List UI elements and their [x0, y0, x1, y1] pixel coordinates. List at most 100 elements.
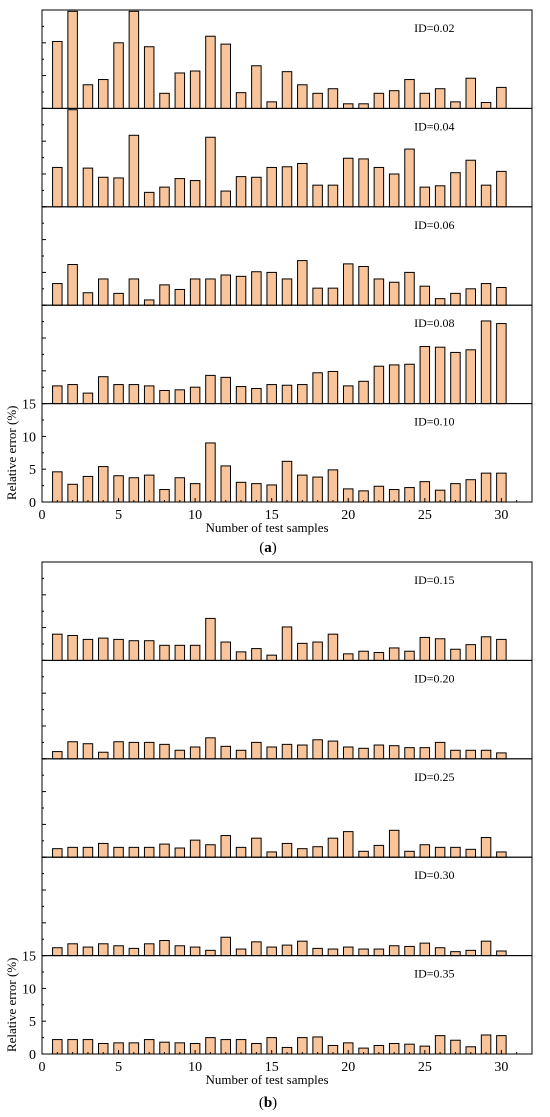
chart-b-bar-4-27: [450, 951, 461, 957]
chart-a-ytick-label-10: 10: [22, 430, 36, 445]
chart-a-bar-5-28: [465, 479, 476, 503]
chart-a-ytick-label-5: 5: [29, 463, 36, 478]
chart-a-bar-4-13: [235, 386, 247, 405]
chart-b-bar-2-20: [343, 746, 354, 760]
chart-b-bar-2-14: [251, 741, 262, 760]
chart-a-bar-2-18: [312, 184, 323, 208]
chart-b-bar-4-28: [465, 949, 476, 957]
chart-b-bar-4-21: [358, 948, 369, 957]
chart-b-bar-5-17: [297, 1037, 308, 1055]
chart-b-bar-1-19: [327, 633, 339, 661]
chart-b-bar-3-19: [327, 837, 339, 858]
chart-a-bar-4-16: [281, 384, 293, 405]
chart-a-bar-2-23: [388, 173, 400, 208]
chart-a-bar-4-5: [113, 384, 124, 405]
chart-a-bar-4-18: [312, 372, 323, 405]
chart-b-bar-4-5: [113, 945, 124, 957]
chart-a-bar-4-23: [388, 364, 400, 405]
chart-b-bar-3-7: [143, 846, 155, 858]
chart-b-xtick-label-0: 0: [39, 1060, 46, 1075]
chart-b-bar-1-16: [281, 626, 293, 661]
chart-a-bar-1-12: [220, 43, 231, 109]
chart-b-bar-2-5: [113, 741, 124, 760]
chart-b-bar-3-16: [281, 842, 293, 858]
chart-b-bar-3-6: [128, 846, 140, 858]
chart-b-bar-3-23: [388, 829, 400, 858]
chart-a-bar-4-6: [128, 384, 140, 405]
chart-b-bar-4-12: [220, 936, 231, 957]
chart-a-bar-2-2: [67, 109, 78, 208]
chart-a-bar-4-4: [98, 376, 109, 405]
chart-a-bar-2-9: [174, 178, 186, 208]
chart-b-bar-1-7: [143, 640, 155, 661]
chart-b-strip-5-frame: [41, 955, 533, 1055]
chart-a-xtick-label-30: 30: [494, 508, 508, 523]
chart-a-bar-3-30: [496, 286, 507, 306]
panel-a-caption: (a): [259, 540, 277, 556]
chart-a-bar-1-18: [312, 92, 323, 109]
chart-b-bar-4-3: [82, 946, 94, 957]
chart-a-bar-1-7: [143, 46, 155, 109]
chart-b-bar-4-9: [174, 945, 186, 957]
chart-a-bar-1-8: [159, 92, 170, 109]
chart-b-bar-3-17: [297, 848, 308, 858]
chart-b-bar-2-19: [327, 740, 339, 760]
chart-b-bar-4-29: [480, 940, 492, 957]
chart-a-bar-4-3: [82, 392, 94, 405]
chart-b-ytick-label-10: 10: [22, 982, 36, 997]
chart-b-bar-3-3: [82, 846, 94, 858]
chart-b-bar-4-14: [251, 941, 262, 957]
chart-b-bar-4-7: [143, 943, 155, 957]
chart-a-bar-1-30: [496, 86, 507, 109]
chart-a-bar-3-21: [358, 265, 369, 306]
chart-a-bar-5-6: [128, 477, 140, 503]
chart-a-bar-3-20: [343, 263, 354, 306]
chart-a-bar-2-4: [98, 176, 109, 208]
chart-b-bar-1-24: [404, 650, 415, 661]
chart-a-bar-1-11: [205, 35, 216, 109]
chart-b-xtick-label-15: 15: [265, 1060, 279, 1075]
chart-a-bar-2-27: [450, 172, 461, 208]
chart-b-bar-2-6: [128, 741, 140, 760]
chart-a-bar-5-29: [480, 472, 492, 503]
chart-a-bar-1-21: [358, 103, 369, 109]
chart-a-bar-1-10: [189, 70, 201, 109]
chart-a-xtick-label-25: 25: [418, 508, 432, 523]
chart-a-bar-2-8: [159, 186, 170, 208]
chart-b-bar-2-30: [496, 752, 507, 760]
chart-b-bar-4-1: [52, 947, 63, 957]
chart-a-bar-4-1: [52, 385, 63, 405]
chart-a-bar-5-19: [327, 469, 339, 503]
chart-a-bar-2-25: [419, 186, 431, 208]
chart-b-bar-1-4: [98, 637, 109, 661]
chart-b-bar-2-9: [174, 749, 186, 760]
chart-a-bar-3-15: [266, 271, 277, 306]
chart-a-bar-3-23: [388, 281, 400, 306]
chart-a-bar-5-16: [281, 460, 293, 503]
chart-b-bar-3-11: [205, 844, 216, 858]
chart-b-bar-2-26: [434, 741, 446, 760]
chart-a-bar-1-3: [82, 84, 94, 109]
chart-a-bar-1-4: [98, 79, 109, 109]
chart-b-bar-3-2: [67, 846, 78, 858]
chart-a-bar-5-9: [174, 477, 186, 503]
chart-a-bar-5-30: [496, 472, 507, 503]
chart-b-bar-2-4: [98, 751, 109, 760]
chart-a-bar-1-29: [480, 101, 492, 109]
chart-b-bar-2-23: [388, 745, 400, 760]
chart-b-bar-5-3: [82, 1039, 94, 1055]
chart-b: ID=0.15 ID=0.20 ID=0.25 ID=0.30 ID=0.35 0 5 10 1…: [4, 561, 533, 1087]
chart-a-bar-4-17: [297, 384, 308, 405]
chart-a-series-label-1: ID=0.02: [414, 21, 454, 35]
chart-a-bar-5-17: [297, 474, 308, 503]
chart-a-bar-1-26: [434, 88, 446, 109]
chart-a-bar-1-28: [465, 77, 476, 109]
chart-a-bar-5-22: [373, 485, 385, 503]
chart-a-bar-5-24: [404, 487, 415, 503]
chart-b-bar-3-10: [189, 839, 201, 858]
chart-a-bar-3-26: [434, 298, 446, 306]
chart-a-bar-2-15: [266, 166, 277, 208]
chart-a-bar-2-22: [373, 166, 385, 208]
chart-b-bar-5-18: [312, 1036, 323, 1055]
